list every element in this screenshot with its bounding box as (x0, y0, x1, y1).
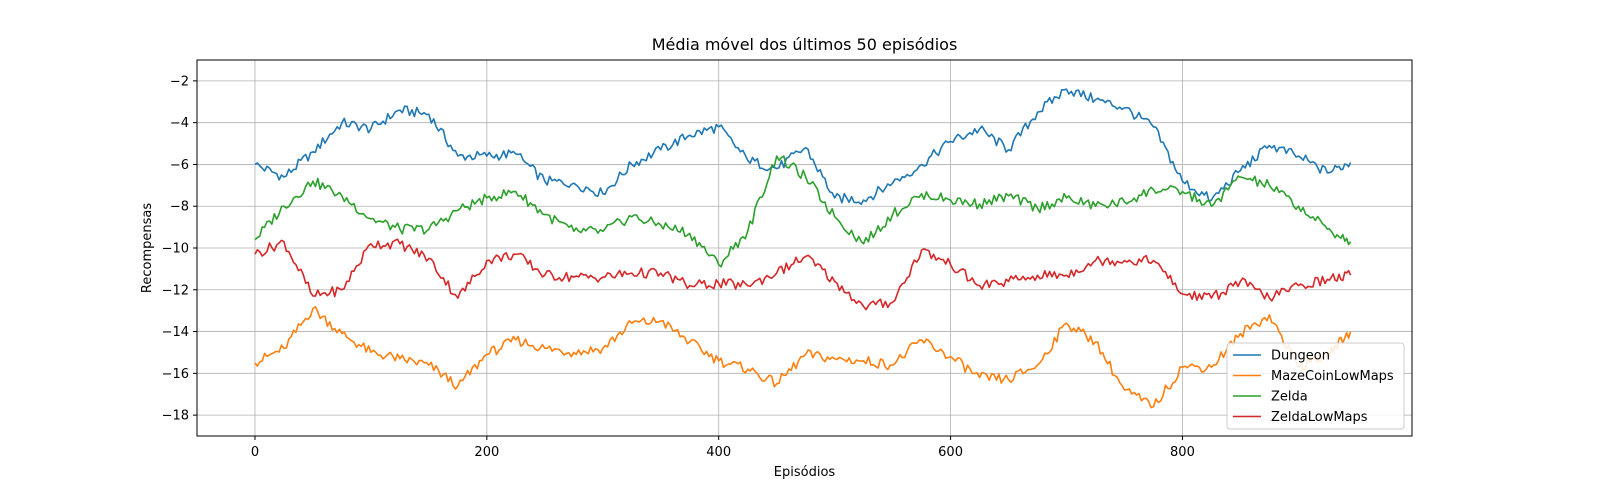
y-tick-label: −12 (162, 283, 189, 298)
x-tick-label: 400 (706, 445, 731, 460)
ticks: 0 200 400 600 800 −18 −16 −14 −12 −10 −8 −6 −4 −2 (162, 74, 1195, 460)
y-tick-label: −8 (170, 200, 189, 215)
legend-label: ZeldaLowMaps (1271, 410, 1368, 425)
y-tick-label: −10 (162, 242, 189, 257)
series-line-zeldalowmaps (254, 238, 1352, 311)
x-tick-label: 800 (1170, 445, 1195, 460)
y-tick-label: −6 (170, 158, 189, 173)
series-lines (254, 88, 1352, 409)
y-tick-label: −14 (162, 325, 189, 340)
y-tick-label: −2 (170, 74, 189, 89)
chart-title: Média móvel dos últimos 50 episódios (652, 35, 958, 54)
y-tick-label: −16 (162, 367, 189, 382)
legend-label: Zelda (1271, 390, 1308, 405)
x-tick-label: 0 (251, 445, 259, 460)
legend-box (1226, 342, 1405, 430)
series-line-zelda (254, 155, 1352, 268)
y-tick-label: −18 (162, 409, 189, 424)
series-line-mazecoinlowmaps (254, 305, 1352, 409)
legend-label: MazeCoinLowMaps (1271, 369, 1394, 384)
series-line-dungeon (254, 88, 1352, 206)
y-axis-title: Recompensas (140, 203, 155, 293)
y-tick-label: −4 (170, 116, 189, 131)
x-tick-label: 600 (938, 445, 963, 460)
x-axis-title: Episódios (774, 465, 836, 480)
x-tick-label: 200 (474, 445, 499, 460)
legend: Dungeon MazeCoinLowMaps Zelda ZeldaLowMaps (1226, 342, 1405, 430)
grid (197, 60, 1412, 436)
legend-label: Dungeon (1271, 349, 1330, 364)
